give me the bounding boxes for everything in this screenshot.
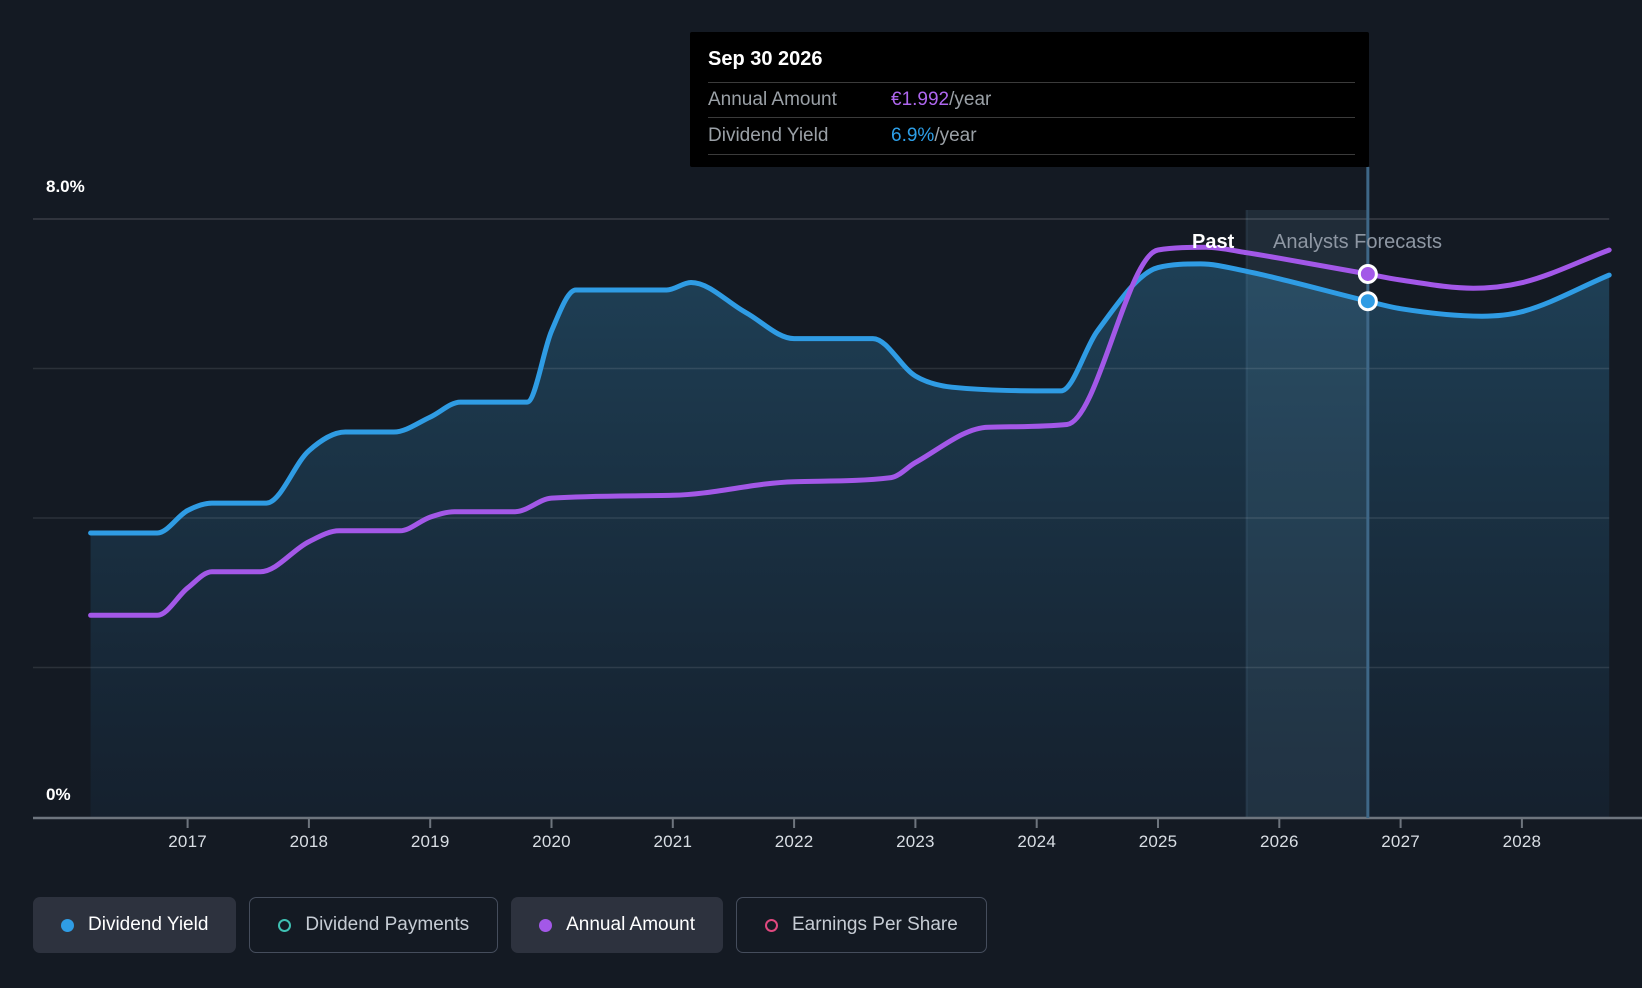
- annual-amount-line: [88, 244, 1612, 618]
- tooltip-date: Sep 30 2026: [708, 38, 1355, 83]
- analysts-forecasts-label: Analysts Forecasts: [1273, 231, 1442, 253]
- dividend-yield-line: [88, 261, 1612, 536]
- annual-amount-dot-icon: [539, 918, 553, 932]
- legend: Dividend Yield Dividend Payments Annual …: [33, 897, 987, 953]
- legend-label: Earnings Per Share: [792, 914, 958, 935]
- dividend-payments-ring-icon: [278, 918, 292, 932]
- legend-label: Dividend Yield: [88, 914, 209, 935]
- legend-button-dividend-yield[interactable]: Dividend Yield: [33, 897, 237, 953]
- legend-button-dividend-payments[interactable]: Dividend Payments: [249, 897, 499, 953]
- hover-marker-annual-amount: [1357, 263, 1378, 284]
- tooltip-row-annual-amount: Annual Amount €1.992/year: [708, 83, 1355, 118]
- hover-marker-dividend-yield: [1357, 291, 1378, 312]
- tooltip-label: Dividend Yield: [708, 125, 829, 146]
- legend-button-earnings-per-share[interactable]: Earnings Per Share: [736, 897, 987, 953]
- earnings-per-share-ring-icon: [765, 918, 778, 932]
- forecast-highlight-band: [1246, 210, 1368, 818]
- tooltip-value: 6.9%: [891, 125, 935, 146]
- legend-label: Dividend Payments: [305, 914, 470, 935]
- legend-label: Annual Amount: [566, 914, 695, 935]
- tooltip-row-dividend-yield: Dividend Yield 6.9%/year: [708, 118, 1355, 155]
- past-label: Past: [1192, 231, 1235, 253]
- tooltip-value-suffix: /year: [934, 125, 977, 146]
- dividend-yield-dot-icon: [61, 918, 74, 932]
- legend-button-annual-amount[interactable]: Annual Amount: [511, 897, 723, 953]
- tooltip-value: €1.992: [891, 89, 950, 110]
- tooltip-label: Annual Amount: [708, 89, 837, 110]
- tooltip-value-suffix: /year: [949, 89, 992, 110]
- hover-tooltip: Sep 30 2026 Annual Amount €1.992/year Di…: [690, 32, 1369, 167]
- yield-area-fill: [90, 263, 1610, 817]
